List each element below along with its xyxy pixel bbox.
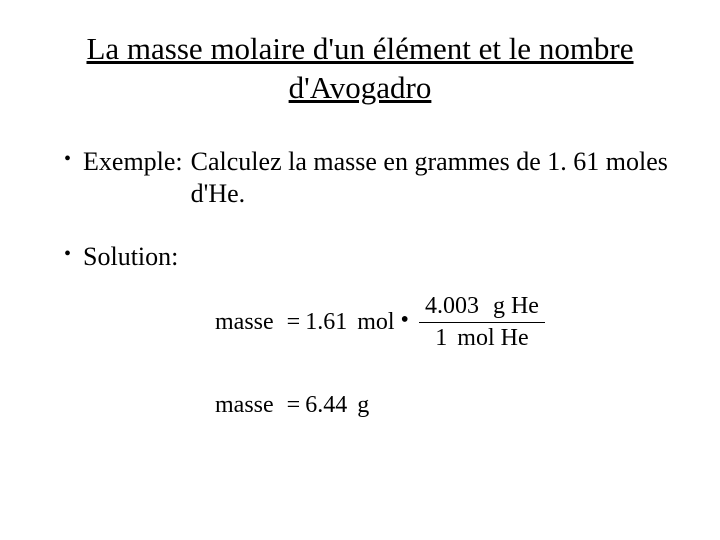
exemple-label: Exemple: [83,146,183,179]
bullet-dot: • [64,146,71,172]
multiply-dot: • [401,307,409,334]
slide-title: La masse molaire d'un élément et le nomb… [50,30,670,108]
solution-bullet-row: • Solution: [50,241,670,274]
exemple-text: Calculez la masse en grammes de 1. 61 mo… [191,146,670,211]
numerator-unit: g He [493,293,539,319]
fraction-denominator: 1 mol He [429,323,534,352]
moles-value: 1.61 [305,309,347,336]
moles-unit: mol [357,309,394,336]
equals-sign: = [287,309,301,336]
solution-label: Solution: [83,241,178,274]
denominator-unit: mol He [457,325,528,351]
fraction: 4.003 g He 1 mol He [419,293,545,352]
equals-sign: = [287,392,301,419]
fraction-numerator: 4.003 g He [419,293,545,323]
formula-lhs: masse [215,309,274,336]
formula-line-1: masse = 1.61 mol • 4.003 g He 1 mol He [215,293,670,352]
result-lhs: masse [215,392,274,419]
formula-result: masse = 6.44 g [215,392,670,419]
bullet-dot: • [64,241,71,267]
exemple-bullet-row: • Exemple: Calculez la masse en grammes … [50,146,670,211]
denominator-value: 1 [435,325,447,351]
result-value: 6.44 [305,392,347,419]
numerator-value: 4.003 [425,293,479,319]
result-unit: g [357,392,369,419]
